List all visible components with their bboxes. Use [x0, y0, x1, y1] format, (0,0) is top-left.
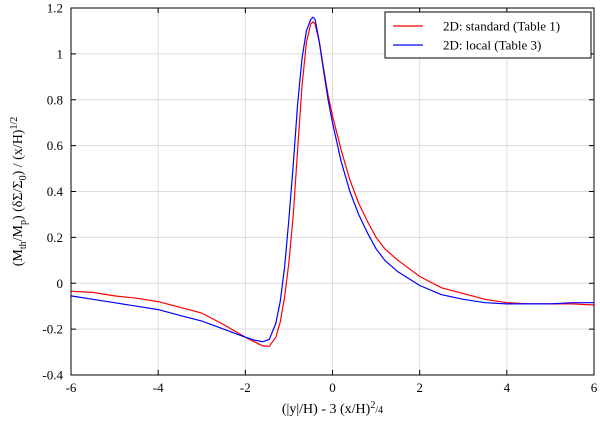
legend: 2D: standard (Table 1) 2D: local (Table 3… — [384, 11, 592, 59]
y-axis-label: (Mth/Mp) (δΣ/Σ0) / (x/H)1/2 — [9, 117, 29, 267]
y-tick-label: -0.4 — [42, 368, 63, 383]
y-tick-label: 0.4 — [47, 184, 64, 199]
series-lines — [70, 16, 595, 347]
x-tick-label: 6 — [591, 380, 598, 395]
x-tick-label: -6 — [66, 380, 77, 395]
y-tick-label: 1.2 — [47, 1, 63, 16]
y-axis-ticks: -0.4 -0.2 0 0.2 0.4 0.6 0.8 1 1.2 — [42, 1, 594, 383]
grid — [70, 7, 595, 376]
series-line-2 — [70, 16, 594, 343]
x-tick-label: -2 — [240, 380, 251, 395]
series-line-1 — [70, 21, 595, 347]
y-tick-label: 1 — [57, 46, 64, 61]
x-tick-label: -4 — [153, 380, 164, 395]
y-tick-label: 0.8 — [47, 92, 63, 107]
x-tick-label: 0 — [329, 380, 336, 395]
legend-label-1: 2D: standard (Table 1) — [443, 19, 560, 34]
x-tick-label: 2 — [416, 380, 423, 395]
y-tick-label: 0 — [57, 276, 64, 291]
y-tick-label: -0.2 — [42, 322, 63, 337]
y-tick-label: 0.2 — [47, 230, 63, 245]
x-tick-label: 4 — [504, 380, 511, 395]
x-axis-label: (|y|/H) - 3 (x/H)2/4 — [282, 400, 383, 417]
y-tick-label: 0.6 — [47, 138, 64, 153]
legend-label-2: 2D: local (Table 3) — [443, 38, 541, 53]
x-axis-ticks: -6 -4 -2 0 2 4 6 — [66, 8, 598, 395]
legend-box — [384, 11, 592, 59]
